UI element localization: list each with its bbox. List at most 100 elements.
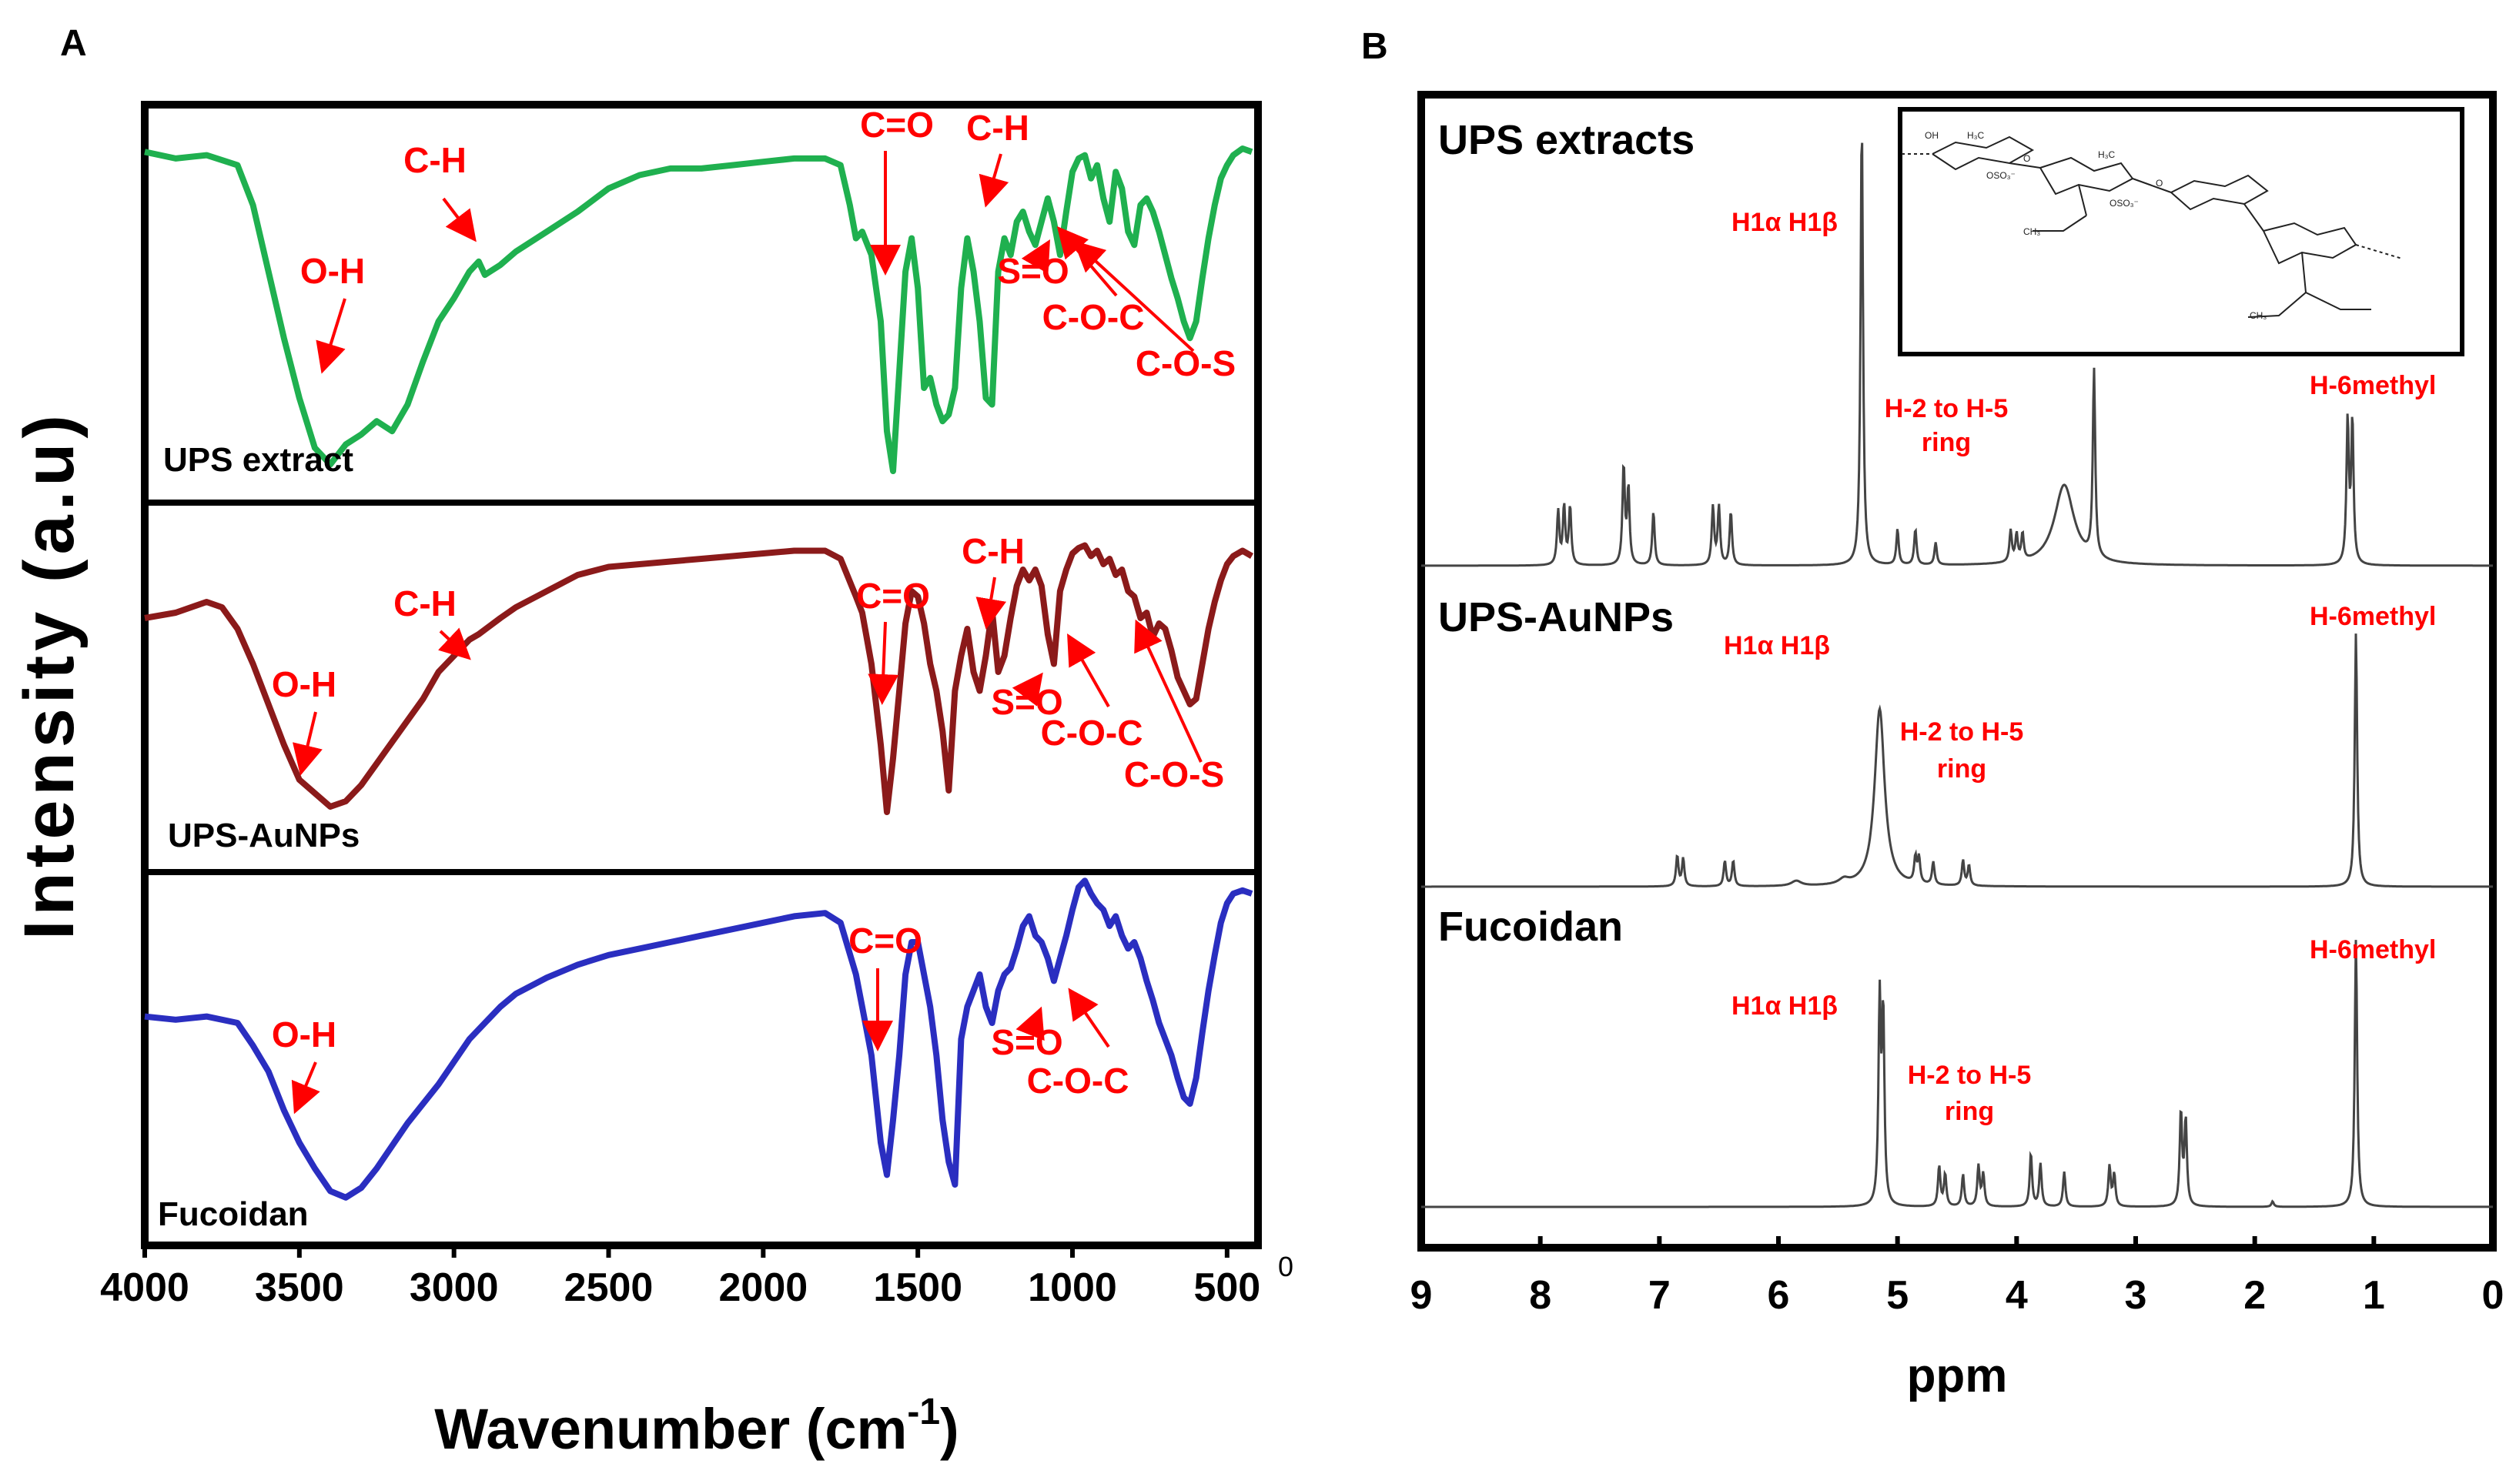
ftir-annotation: C-O-S — [1124, 754, 1224, 794]
annotation-arrow — [291, 1061, 320, 1115]
ftir-annotation: O-H — [272, 1014, 336, 1055]
structure-label: OSO₃⁻ — [2109, 198, 2139, 209]
nmr-series-label: UPS extracts — [1438, 117, 1695, 163]
ftir-x-tick-label: 1000 — [1028, 1265, 1117, 1310]
nmr-x-tick-label: 0 — [2482, 1273, 2504, 1318]
ftir-annotation: C-O-S — [1136, 343, 1236, 383]
ftir-frame — [141, 101, 1262, 1249]
nmr-x-tick-label: 8 — [1529, 1273, 1551, 1318]
ftir-annotation: C-O-C — [1041, 713, 1143, 753]
nmr-series-label: UPS-AuNPs — [1438, 594, 1674, 640]
annotation-arrow — [442, 197, 477, 242]
ftir-annotation: S=O — [991, 1022, 1062, 1062]
nmr-x-tick-label: 4 — [2006, 1273, 2028, 1318]
ftir-annotation: C-H — [403, 140, 467, 180]
ftir-series-label: Fucoidan — [158, 1195, 309, 1233]
nmr-x-tick-label: 5 — [1886, 1273, 1909, 1318]
nmr-frame — [1417, 91, 2497, 1252]
panel-label-a: A — [60, 23, 87, 64]
annotation-arrow — [1015, 1006, 1045, 1041]
nmr-series-label: Fucoidan — [1438, 904, 1623, 950]
ftir-x-tick-label: 2500 — [564, 1265, 654, 1310]
nmr-annotation: H1α H1β — [1731, 991, 1838, 1021]
annotation-arrow — [975, 577, 1006, 630]
ftir-annotation: S=O — [997, 251, 1069, 291]
structure-label: H₃C — [1967, 130, 1985, 141]
structure-drawing — [1902, 135, 2403, 318]
ftir-annotation: C-O-C — [1042, 297, 1145, 337]
nmr-annotation: H-2 to H-5 — [1885, 394, 2009, 423]
ftir-x-tick-label: 2000 — [718, 1265, 808, 1310]
chemical-structure-inset: OH H₃C OSO₃⁻ O CH₃ H₃C OSO₃⁻ O CH₃ — [1898, 107, 2464, 356]
nmr-x-axis-label: ppm — [1907, 1349, 2008, 1402]
ftir-annotation: O-H — [272, 664, 336, 704]
nmr-annotation: H-6methyl — [2310, 371, 2436, 400]
structure-label: OSO₃⁻ — [1986, 170, 2016, 181]
nmr-x-tick-label: 2 — [2243, 1273, 2266, 1318]
structure-label: OH — [1925, 130, 1939, 141]
annotation-arrow — [1021, 239, 1050, 274]
annotation-arrow — [437, 627, 471, 660]
structure-label: CH₃ — [2250, 310, 2267, 321]
nmr-annotation: ring — [1945, 1097, 1994, 1126]
annotation-arrow — [979, 153, 1009, 208]
ftir-x-tick-label: 4000 — [100, 1265, 189, 1310]
nmr-annotation: ring — [1922, 428, 1971, 457]
annotation-arrow — [1068, 988, 1110, 1048]
x-axis-label-close: ) — [940, 1397, 959, 1461]
annotation-arrow — [1012, 672, 1043, 707]
structure-labels: OH H₃C OSO₃⁻ O CH₃ H₃C OSO₃⁻ O CH₃ — [1925, 130, 2267, 321]
y-axis-label: Intensity (a.u) — [10, 410, 89, 940]
nmr-spectrum-line — [1421, 940, 2493, 1208]
ftir-series-line — [144, 542, 1254, 815]
annotation-arrow — [1067, 633, 1110, 707]
x-axis-label: Wavenumber (cm-1) — [434, 1392, 959, 1461]
ftir-series-label: UPS-AuNPs — [168, 817, 360, 854]
nmr-x-tick-label: 6 — [1768, 1273, 1790, 1318]
structure-frame — [1898, 107, 2464, 356]
nmr-annotation: H-2 to H-5 — [1908, 1061, 2032, 1090]
annotation-arrow — [868, 621, 899, 705]
ftir-annotation: C=O — [860, 105, 934, 145]
ftir-x-tick-label: 500 — [1193, 1265, 1260, 1310]
ftir-annotation: C-O-C — [1027, 1061, 1129, 1101]
ftir-annotation: C=O — [848, 921, 922, 961]
nmr-x-tick-label: 7 — [1648, 1273, 1671, 1318]
panel-label-b: B — [1361, 26, 1388, 67]
annotation-arrow — [1056, 226, 1118, 297]
nmr-panel: 9 8 7 6 5 4 3 2 1 0 UPS extracts UPS-AuNPs Fucoidan… — [1410, 91, 2504, 1402]
ftir-series-label: UPS extract — [163, 441, 353, 479]
annotation-arrow — [316, 298, 346, 374]
structure-label: O — [2023, 153, 2030, 164]
ftir-annotation: S=O — [991, 682, 1062, 722]
nmr-annotation: H1α H1β — [1724, 631, 1830, 660]
ftir-annotation: C=O — [856, 576, 930, 616]
ftir-annotation: C-H — [966, 108, 1029, 148]
ftir-annotation: C-H — [962, 531, 1025, 571]
nmr-x-tick-label: 3 — [2125, 1273, 2147, 1318]
structure-label: O — [2156, 178, 2163, 189]
ftir-x-tick-label: 3000 — [410, 1265, 499, 1310]
ftir-series-line — [144, 877, 1253, 1201]
nmr-annotation: H-2 to H-5 — [1900, 717, 2024, 747]
x-axis-label-sup: -1 — [907, 1392, 940, 1432]
ftir-x-tick-label: 1500 — [873, 1265, 962, 1310]
nmr-spectrum-line — [1421, 633, 2493, 888]
nmr-annotation: ring — [1937, 754, 1986, 784]
origin-label: 0 — [1278, 1251, 1293, 1282]
ftir-annotation: O-H — [300, 251, 365, 291]
annotation-arrow — [293, 711, 323, 776]
nmr-x-tick-label: 9 — [1410, 1273, 1433, 1318]
nmr-spectrum-line — [1421, 142, 2493, 567]
nmr-annotation: H-6methyl — [2310, 602, 2436, 631]
structure-label: H₃C — [2098, 149, 2116, 160]
y-axis-label-text: Intensity (a.u) — [10, 410, 89, 940]
ftir-series-line — [144, 145, 1253, 474]
nmr-annotation: H1α H1β — [1731, 208, 1838, 237]
annotation-arrow — [1134, 619, 1203, 763]
nmr-annotation: H-6methyl — [2310, 935, 2436, 964]
nmr-x-tick-label: 1 — [2363, 1273, 2385, 1318]
ftir-annotation: C-H — [393, 583, 457, 623]
ftir-x-tick-label: 3500 — [255, 1265, 344, 1310]
